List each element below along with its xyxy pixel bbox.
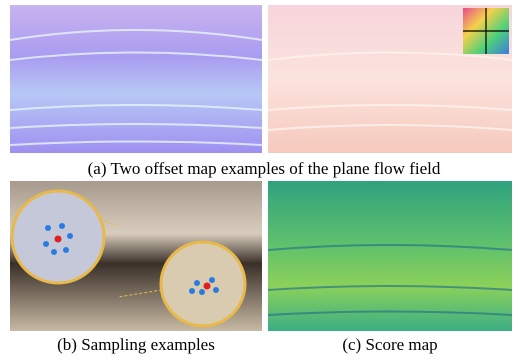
score-map (268, 181, 512, 331)
caption: (a) Two offset map examples of the plane… (88, 159, 441, 178)
sampling-image (10, 181, 262, 331)
offset-map-left (10, 5, 262, 153)
caption: (b) Sampling examples (57, 335, 215, 354)
figure: (a) Two offset map examples of the plane… (0, 0, 518, 358)
caption: (c) Score map (342, 335, 437, 354)
offset-map-right (268, 5, 512, 153)
